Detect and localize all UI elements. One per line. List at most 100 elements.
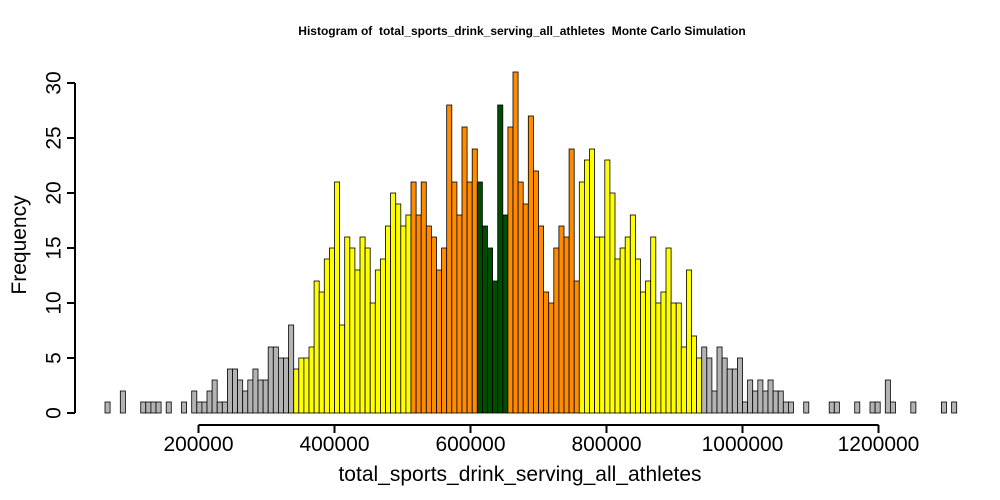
y-tick-label: 15 bbox=[42, 236, 65, 259]
histogram-bar bbox=[481, 225, 488, 414]
histogram-bar bbox=[349, 247, 356, 414]
histogram-bar bbox=[492, 280, 499, 414]
histogram-bar bbox=[629, 214, 636, 414]
histogram-bar bbox=[267, 346, 274, 414]
histogram-bar bbox=[328, 247, 335, 414]
histogram-bar bbox=[782, 401, 789, 414]
y-tick-label: 25 bbox=[42, 126, 65, 149]
histogram-bar bbox=[655, 302, 662, 414]
histogram-bar bbox=[425, 225, 432, 414]
histogram-bar bbox=[609, 192, 616, 414]
histogram-bar bbox=[517, 181, 524, 414]
histogram-bar bbox=[165, 401, 172, 414]
histogram-bar bbox=[497, 104, 504, 414]
histogram-bar bbox=[645, 280, 652, 414]
histogram-bar bbox=[599, 236, 606, 414]
histogram-bar bbox=[303, 357, 310, 414]
histogram-bar bbox=[884, 379, 891, 414]
x-tick-label: 400000 bbox=[299, 433, 369, 456]
y-tick-label: 0 bbox=[42, 407, 65, 419]
bars-group bbox=[104, 71, 958, 414]
histogram-bar bbox=[502, 214, 509, 414]
histogram-bar bbox=[951, 401, 958, 414]
histogram-bar bbox=[665, 247, 672, 414]
x-axis-label: total_sports_drink_serving_all_athletes bbox=[338, 463, 701, 486]
histogram-bar bbox=[461, 126, 468, 414]
histogram-bar bbox=[670, 302, 677, 414]
histogram-bar bbox=[313, 280, 320, 414]
histogram-bar bbox=[216, 401, 223, 414]
histogram-bar bbox=[941, 401, 947, 414]
histogram-bar bbox=[339, 324, 346, 414]
histogram-bar bbox=[471, 148, 478, 414]
histogram-bar bbox=[354, 269, 361, 414]
histogram-bar bbox=[242, 390, 249, 414]
histogram-bar bbox=[716, 346, 723, 414]
histogram-bar bbox=[451, 181, 458, 414]
histogram-bar bbox=[854, 401, 861, 414]
histogram-bar bbox=[589, 148, 595, 414]
x-tick-label: 1000000 bbox=[702, 433, 784, 456]
y-tick-label: 5 bbox=[42, 352, 65, 364]
histogram-bar bbox=[721, 357, 728, 414]
histogram-bar bbox=[420, 181, 427, 414]
histogram-bar bbox=[308, 346, 315, 414]
histogram-bar bbox=[507, 126, 514, 414]
histogram-bar bbox=[737, 357, 743, 414]
histogram-bar bbox=[344, 236, 351, 414]
histogram-bar bbox=[711, 390, 718, 414]
histogram-bar bbox=[527, 115, 534, 414]
y-tick-label: 30 bbox=[42, 71, 65, 94]
histogram-bar bbox=[833, 401, 840, 414]
histogram-bar bbox=[512, 71, 519, 414]
y-tick-label: 10 bbox=[42, 291, 65, 314]
histogram-bar bbox=[650, 236, 657, 414]
histogram-bar bbox=[369, 302, 376, 414]
histogram-bar bbox=[430, 236, 437, 414]
histogram-bar bbox=[232, 368, 238, 414]
histogram-bar bbox=[578, 181, 585, 414]
histogram-bar bbox=[277, 357, 284, 414]
histogram-bar bbox=[828, 401, 835, 414]
histogram-bar bbox=[910, 401, 917, 414]
y-axis-label: Frequency bbox=[8, 195, 31, 295]
histogram-bar bbox=[731, 368, 738, 414]
histogram-bar bbox=[701, 346, 708, 414]
histogram-bar bbox=[191, 390, 198, 414]
histogram-bar bbox=[364, 247, 371, 414]
histogram-bar bbox=[334, 181, 340, 414]
histogram-bar bbox=[196, 401, 203, 414]
histogram-bar bbox=[614, 258, 621, 414]
x-tick-label: 200000 bbox=[163, 433, 233, 456]
histogram-bar bbox=[487, 247, 493, 414]
histogram-bar bbox=[206, 390, 213, 414]
histogram-bar bbox=[553, 247, 560, 414]
chart-title: Histogram of total_sports_drink_serving_… bbox=[298, 24, 745, 38]
histogram-bar bbox=[145, 401, 152, 414]
histogram-bar bbox=[584, 159, 590, 414]
histogram-bar bbox=[400, 225, 407, 414]
histogram-bar bbox=[476, 181, 483, 414]
histogram-bar bbox=[686, 269, 692, 414]
histogram-bar bbox=[777, 390, 784, 414]
histogram-bar bbox=[788, 401, 794, 414]
histogram-bar bbox=[405, 214, 412, 414]
histogram-bar bbox=[619, 247, 626, 414]
histogram-bar bbox=[762, 390, 769, 414]
histogram-bar bbox=[446, 104, 453, 414]
histogram-bar bbox=[767, 379, 774, 414]
histogram-bar bbox=[283, 357, 289, 414]
histogram-bar bbox=[543, 291, 550, 414]
histogram-bar bbox=[181, 401, 187, 414]
histogram-bar bbox=[390, 192, 397, 414]
histogram-bar bbox=[395, 203, 402, 414]
histogram-bar bbox=[247, 379, 254, 414]
histogram-bar bbox=[706, 357, 713, 414]
histogram-bar bbox=[298, 357, 305, 414]
histogram-bar bbox=[318, 291, 325, 414]
histogram-bar bbox=[410, 181, 417, 414]
histogram-bar bbox=[522, 203, 529, 414]
histogram-bar bbox=[803, 401, 810, 414]
histogram-bar bbox=[747, 379, 754, 414]
